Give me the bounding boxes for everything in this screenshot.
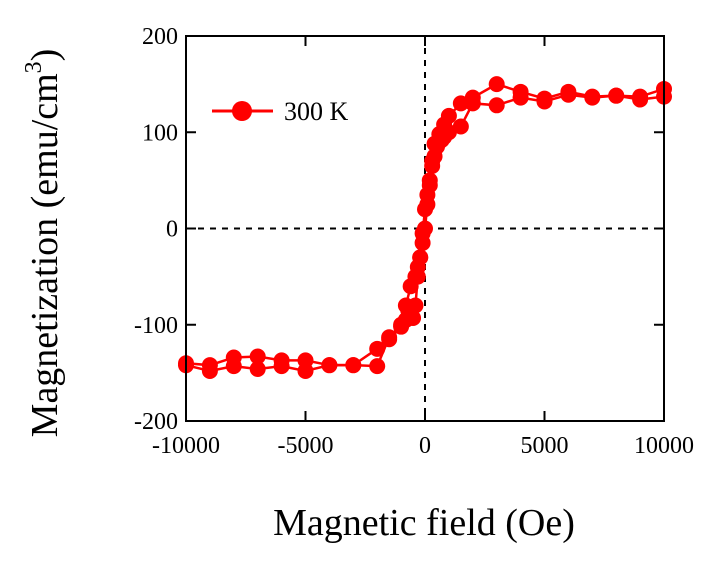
x-tick-label: 0 <box>419 433 431 459</box>
y-axis-title: Magnetization (emu/cm3) <box>21 49 66 438</box>
y-axis-title-close: ) <box>24 49 66 62</box>
x-tick-label: -5000 <box>278 433 334 459</box>
y-axis-title-main: Magnetization (emu/cm <box>24 73 66 437</box>
data-point <box>249 348 266 365</box>
axis-ticks: -10000 -5000 0 5000 10000 -200 -100 0 100 200 <box>134 24 694 459</box>
data-point <box>488 97 505 114</box>
data-point <box>273 358 290 375</box>
data-point <box>419 196 436 213</box>
data-point <box>381 329 398 346</box>
data-point <box>225 358 242 375</box>
data-point <box>249 361 266 378</box>
data-point <box>421 177 438 194</box>
data-point <box>488 76 505 93</box>
data-point <box>417 220 433 237</box>
x-axis-title: Magnetic field (Oe) <box>273 502 575 544</box>
x-tick-label: 5000 <box>521 433 569 459</box>
x-tick-label: 10000 <box>634 433 694 459</box>
data-point <box>393 316 410 333</box>
legend-marker <box>232 101 252 121</box>
y-tick-label: 200 <box>142 24 178 50</box>
data-point <box>464 95 481 112</box>
data-point <box>321 357 338 374</box>
y-tick-label: -100 <box>134 313 178 339</box>
y-tick-label: -200 <box>134 409 178 435</box>
data-point <box>297 362 314 379</box>
y-tick-label: 0 <box>166 217 178 243</box>
data-point <box>452 95 469 112</box>
data-point <box>412 249 429 266</box>
data-point <box>584 89 601 106</box>
data-point <box>345 357 362 374</box>
data-point <box>452 118 469 135</box>
data-point <box>536 93 553 110</box>
data-point <box>397 297 414 314</box>
data-point <box>608 87 625 104</box>
x-tick-label: -10000 <box>152 433 220 459</box>
legend-label: 300 K <box>284 97 349 126</box>
legend: 300 K <box>212 97 349 126</box>
data-series-layer <box>178 76 672 379</box>
data-point <box>512 89 529 106</box>
data-point <box>440 124 457 141</box>
data-point <box>369 358 386 375</box>
data-point <box>632 91 649 108</box>
y-tick-label: 100 <box>142 120 178 146</box>
data-point <box>369 340 386 357</box>
y-axis-title-superscript: 3 <box>21 61 47 73</box>
data-point <box>201 362 218 379</box>
data-point <box>560 86 577 103</box>
data-point <box>414 234 431 251</box>
